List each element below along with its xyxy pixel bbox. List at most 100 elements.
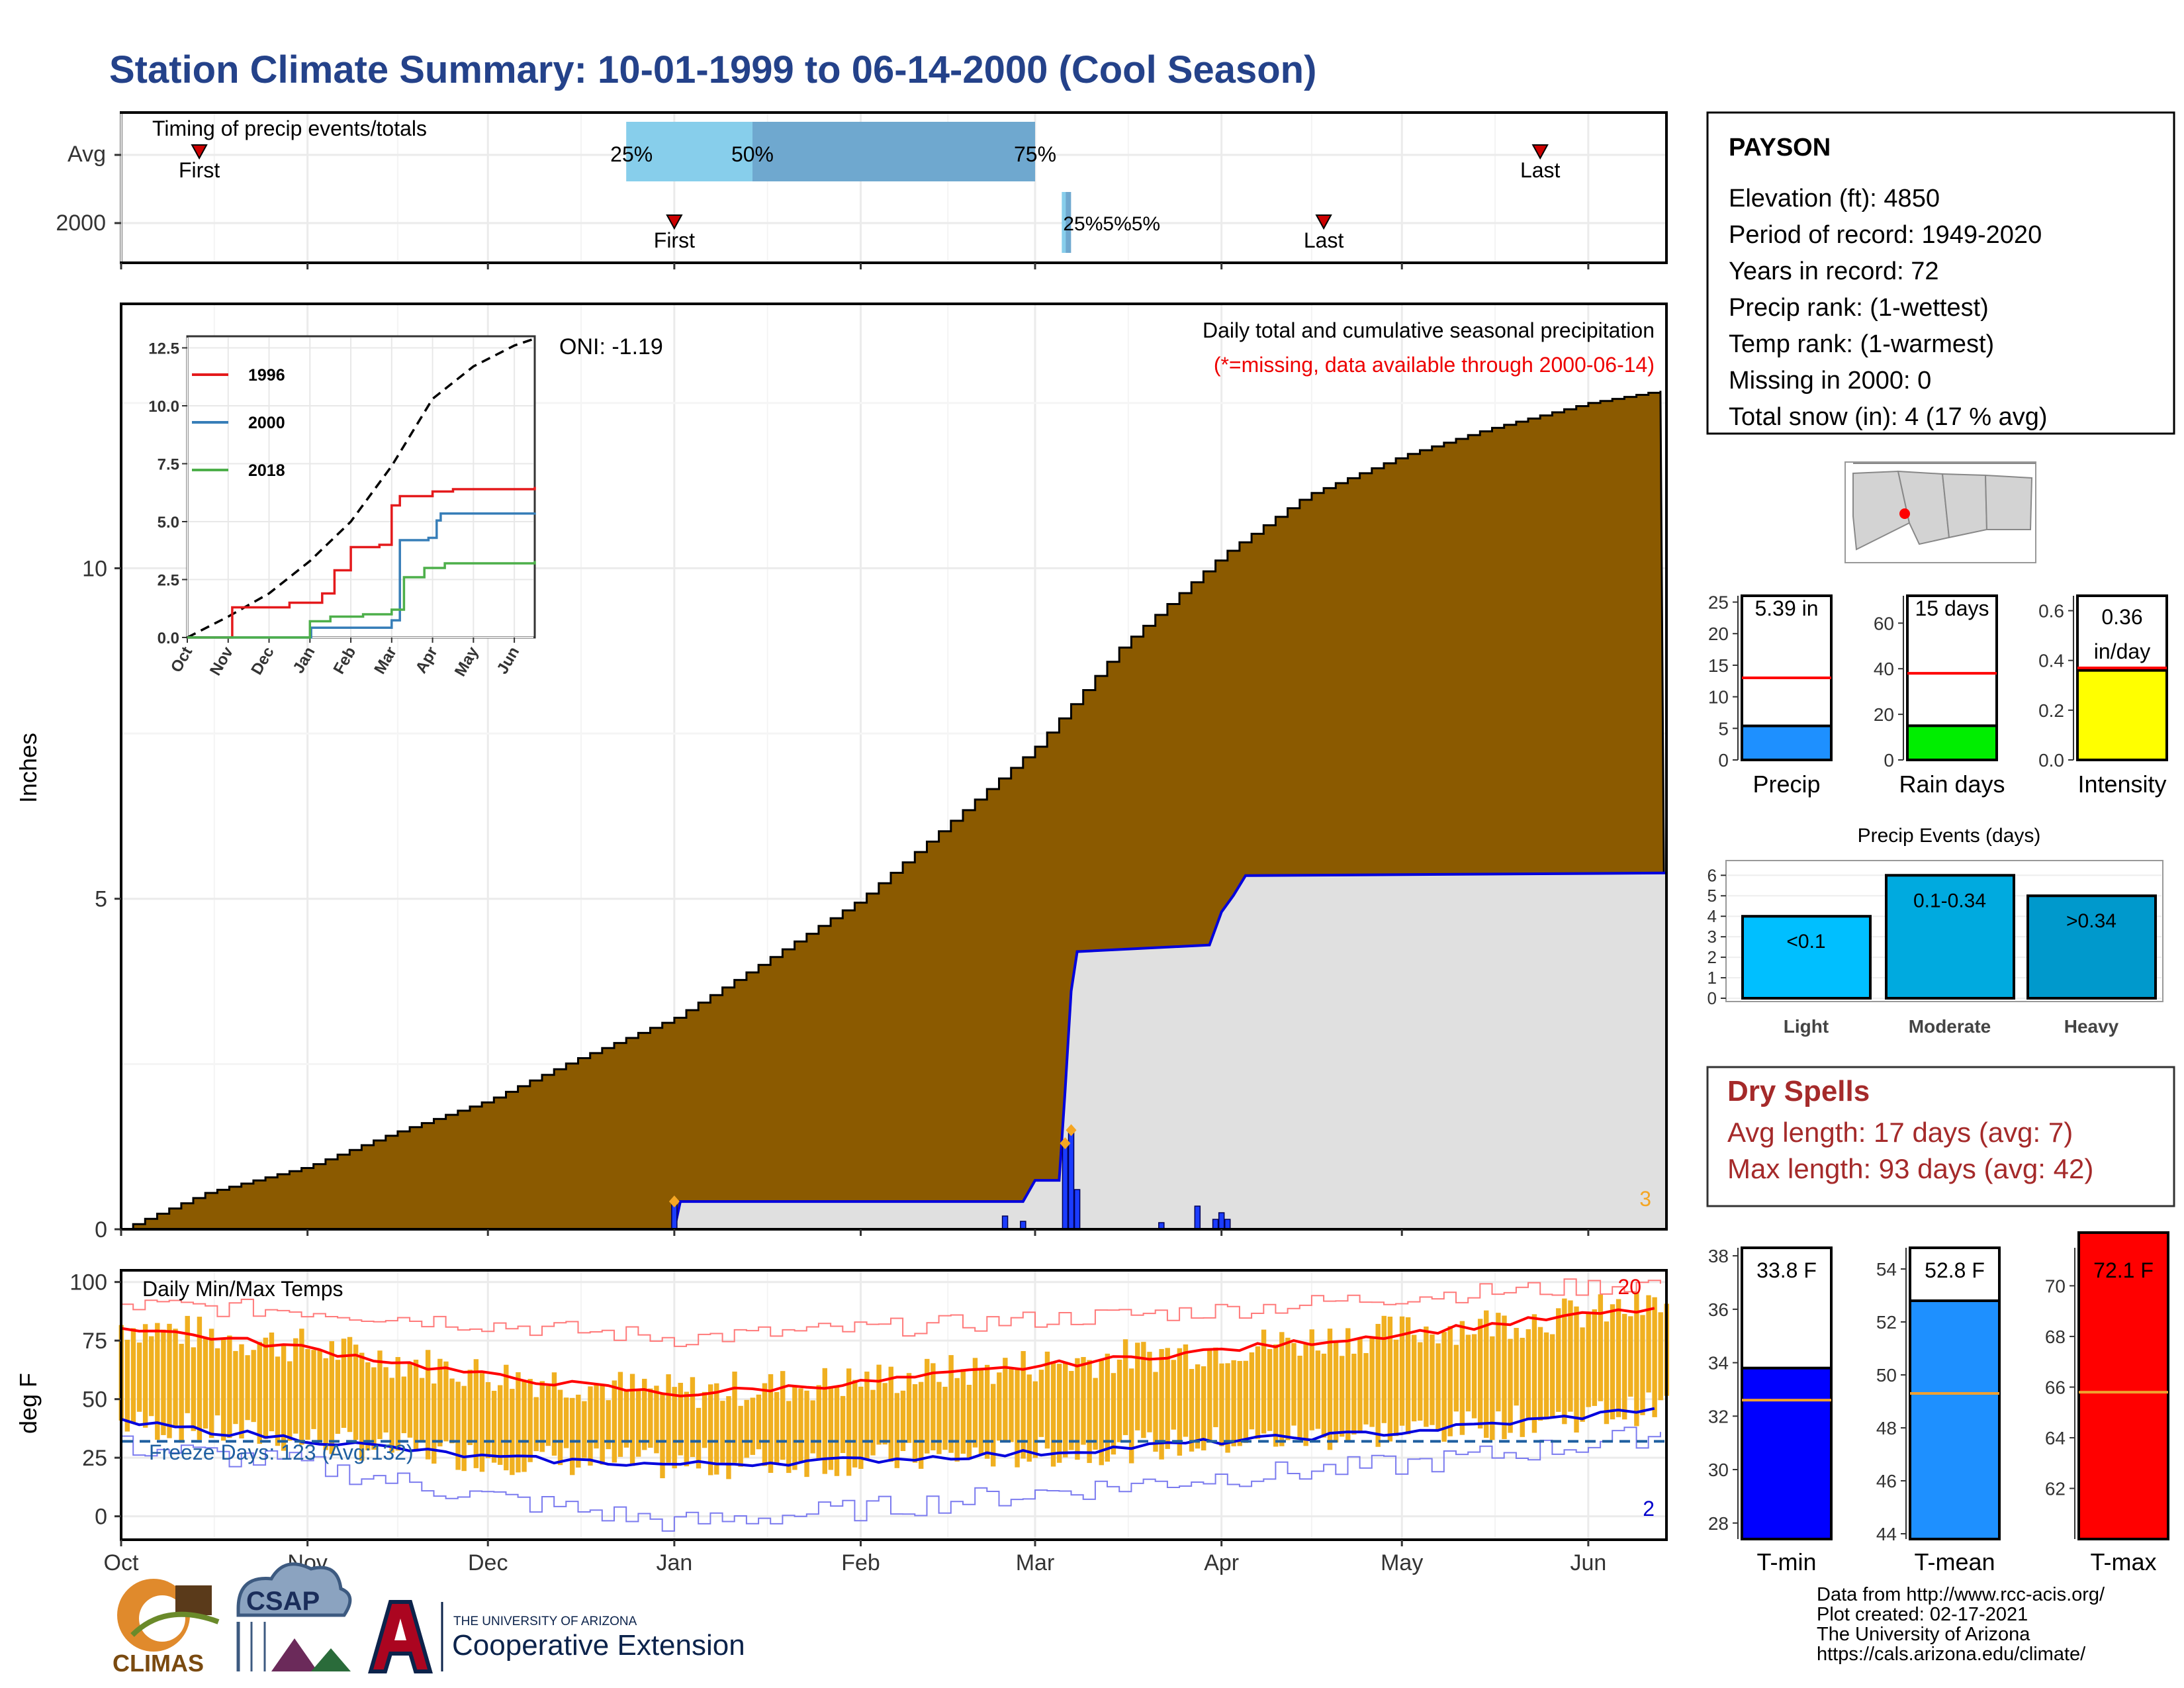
timing-year-bar: [1062, 192, 1069, 253]
temp-ytick-label: 0: [95, 1505, 107, 1530]
credit-data-source: Data from http://www.rcc-acis.org/: [1817, 1584, 2105, 1605]
daily-temp-bar: [991, 1383, 996, 1467]
dry-spells-avg: Avg length: 17 days (avg: 7): [1727, 1117, 2073, 1148]
temp-bar-chart-t-mean: 44 46 48 50 52 54 52.8 F T-mean: [1876, 1246, 2001, 1575]
mini-ytick-label: 0: [1718, 750, 1729, 771]
daily-temp-bar: [1009, 1368, 1014, 1442]
daily-temp-bar: [1339, 1356, 1345, 1437]
daily-temp-bar: [852, 1380, 858, 1468]
daily-temp-bar: [1537, 1327, 1543, 1421]
inset-legend-label: 2018: [248, 461, 285, 480]
daily-temp-bar: [419, 1378, 425, 1442]
daily-temp-bar: [1243, 1360, 1249, 1443]
timing-avg-bar-low: [626, 122, 752, 181]
timing-label: Timing of precip events/totals: [152, 117, 427, 140]
csap-logo: CSAP: [236, 1562, 352, 1671]
timing-row-avg: Avg: [68, 142, 106, 167]
daily-temp-bar: [654, 1385, 659, 1454]
daily-temp-bar: [221, 1338, 226, 1441]
oni-label: ONI: -1.19: [559, 334, 663, 359]
daily-temp-bar: [1568, 1300, 1573, 1412]
daily-temp-bar: [648, 1388, 653, 1448]
daily-temp-bar: [1003, 1358, 1008, 1440]
daily-temp-bar: [473, 1359, 479, 1468]
daily-temp-bar: [900, 1390, 906, 1452]
daily-temp-bar: [1195, 1364, 1201, 1449]
events-category-label: Light: [1784, 1016, 1829, 1037]
daily-temp-bar: [299, 1329, 304, 1445]
timing-year-first-label: First: [654, 228, 695, 252]
mini-ytick-label: 0.2: [2038, 700, 2064, 721]
daily-temp-bar: [359, 1352, 365, 1461]
daily-temp-bar: [1465, 1335, 1471, 1412]
seasonal-total-bar-charts: 0 5 10 15 20 25 5.39 in Precip 0 20 40 60 15 days Rai…: [1708, 592, 2168, 798]
daily-temp-bar: [1459, 1321, 1465, 1435]
daily-temp-bar: [1586, 1313, 1591, 1407]
daily-temp-bar: [1321, 1353, 1327, 1438]
precip-event-marker: [1060, 1137, 1071, 1150]
daily-temp-bar: [1297, 1356, 1302, 1438]
precip-missing-note: (*=missing, data available through 2000-…: [1214, 353, 1655, 377]
temp-label: Daily Min/Max Temps: [142, 1277, 343, 1301]
timing-avg-first-label: First: [179, 158, 220, 182]
daily-temp-bar: [858, 1386, 864, 1469]
daily-temp-bar: [1189, 1369, 1195, 1452]
events-bar-label: <0.1: [1786, 931, 1825, 953]
daily-temp-bar: [1153, 1372, 1158, 1452]
daily-temp-bar: [1141, 1342, 1146, 1438]
avg-min-line: [120, 1407, 1655, 1468]
daily-temp-bar: [804, 1390, 809, 1477]
temp-bar-ytick-label: 48: [1876, 1418, 1897, 1438]
precip-event-marker: [668, 1196, 680, 1208]
daily-precip-bar: [1062, 1143, 1069, 1230]
timing-pct-label: 75%: [1014, 142, 1056, 166]
daily-temp-bar: [455, 1382, 461, 1470]
temp-ytick-label: 75: [82, 1329, 107, 1354]
credit-institution: The University of Arizona: [1817, 1624, 2030, 1645]
events-category-label: Moderate: [1909, 1016, 1991, 1037]
daily-temp-bar: [173, 1329, 178, 1429]
temp-bar-label: T-mean: [1914, 1548, 1995, 1575]
timing-year-pct-label: 25%5%5%: [1063, 213, 1160, 235]
daily-temp-bar: [1225, 1363, 1230, 1453]
temp-bar-ytick-label: 46: [1876, 1471, 1897, 1491]
daily-temp-bar: [491, 1391, 497, 1463]
daily-temp-bar: [1387, 1316, 1393, 1442]
daily-temp-bar: [1363, 1353, 1369, 1425]
inset-legend-label: 1996: [248, 366, 285, 385]
daily-temp-bar: [425, 1350, 431, 1460]
temp-bar-ytick-label: 54: [1876, 1259, 1897, 1280]
daily-temp-bar: [918, 1382, 924, 1469]
daily-temp-bar: [750, 1397, 755, 1455]
inset-series-2000: [187, 512, 536, 639]
temp-value-label: 33.8 F: [1756, 1258, 1817, 1282]
daily-temp-bar: [1213, 1347, 1218, 1427]
credit-plot-date: Plot created: 02-17-2021: [1817, 1604, 2028, 1625]
daily-temp-bar: [1026, 1374, 1032, 1462]
daily-temp-bar: [341, 1338, 347, 1429]
precip-ytick-label: 0: [95, 1217, 107, 1243]
daily-temp-bar: [702, 1391, 707, 1448]
daily-temp-bar: [1622, 1313, 1627, 1420]
daily-temp-bar: [479, 1373, 485, 1472]
timing-pct-label: 50%: [731, 142, 774, 166]
daily-temp-bar: [389, 1378, 394, 1453]
daily-temp-bar: [1021, 1350, 1026, 1459]
station-info-line: Missing in 2000: 0: [1729, 367, 1931, 395]
daily-temp-bar: [1652, 1297, 1657, 1417]
daily-temp-bar: [1309, 1329, 1314, 1430]
temp-bar-ytick-label: 70: [2045, 1276, 2066, 1296]
daily-temp-bar: [690, 1377, 696, 1458]
events-title: Precip Events (days): [1858, 825, 2041, 847]
daily-temp-bar: [214, 1348, 220, 1416]
temp-bar-chart-t-min: 28 30 32 34 36 38 33.8 F T-min: [1708, 1246, 1833, 1575]
daily-temp-bar: [840, 1395, 846, 1454]
daily-temp-bar: [167, 1323, 172, 1438]
temp-bar-ytick-label: 32: [1708, 1406, 1729, 1427]
station-info-line: Total snow (in): 4 (17 % avg): [1729, 403, 2048, 431]
daily-temp-bar: [1399, 1316, 1405, 1426]
daily-temp-bar: [1081, 1356, 1086, 1445]
mini-chart-label: Rain days: [1899, 771, 2005, 798]
daily-temp-bar: [1471, 1334, 1477, 1419]
daily-temp-bar: [329, 1341, 334, 1454]
